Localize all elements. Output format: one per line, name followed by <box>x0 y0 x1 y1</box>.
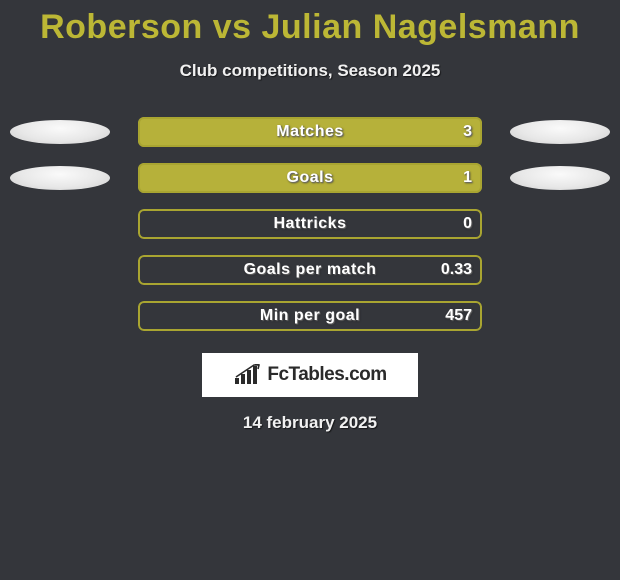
stat-bar: Hattricks0 <box>138 209 482 239</box>
right-slot <box>510 255 610 285</box>
right-slot <box>510 209 610 239</box>
stat-value: 0.33 <box>441 255 472 285</box>
stat-value: 0 <box>463 209 472 239</box>
left-slot <box>10 117 110 147</box>
stat-value: 1 <box>463 163 472 193</box>
stat-row: Goals per match0.33 <box>0 255 620 285</box>
left-slot <box>10 209 110 239</box>
stat-label: Goals <box>138 163 482 193</box>
right-slot <box>510 163 610 193</box>
logo: FcTables.com <box>202 353 418 397</box>
stat-bar: Goals per match0.33 <box>138 255 482 285</box>
stat-row: Matches3 <box>0 117 620 147</box>
chart-icon <box>233 364 261 386</box>
stat-label: Min per goal <box>138 301 482 331</box>
logo-text: FcTables.com <box>267 364 386 386</box>
stat-row: Goals1 <box>0 163 620 193</box>
stat-value: 457 <box>445 301 472 331</box>
player-ellipse-left <box>10 166 110 190</box>
player-ellipse-right <box>510 120 610 144</box>
stat-bar: Matches3 <box>138 117 482 147</box>
left-slot <box>10 255 110 285</box>
stat-row: Hattricks0 <box>0 209 620 239</box>
stat-label: Matches <box>138 117 482 147</box>
player-ellipse-right <box>510 166 610 190</box>
page-title: Roberson vs Julian Nagelsmann <box>0 0 620 47</box>
left-slot <box>10 301 110 331</box>
left-slot <box>10 163 110 193</box>
stat-bar: Min per goal457 <box>138 301 482 331</box>
stat-rows: Matches3Goals1Hattricks0Goals per match0… <box>0 117 620 331</box>
stat-label: Goals per match <box>138 255 482 285</box>
subtitle: Club competitions, Season 2025 <box>0 61 620 81</box>
stat-row: Min per goal457 <box>0 301 620 331</box>
stat-label: Hattricks <box>138 209 482 239</box>
stat-value: 3 <box>463 117 472 147</box>
date: 14 february 2025 <box>0 413 620 433</box>
right-slot <box>510 301 610 331</box>
stat-bar: Goals1 <box>138 163 482 193</box>
player-ellipse-left <box>10 120 110 144</box>
right-slot <box>510 117 610 147</box>
